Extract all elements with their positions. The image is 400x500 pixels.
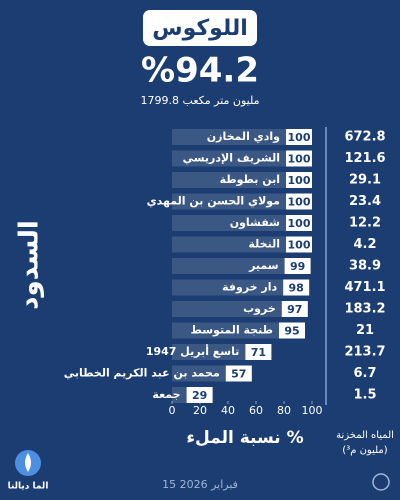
date: 15 فبراير 2026 — [162, 478, 238, 491]
value-label: 97 — [287, 303, 302, 316]
headline: %94.2 — [141, 51, 259, 91]
bar — [172, 322, 305, 339]
storage-value: 38.9 — [349, 259, 381, 274]
value-box — [286, 129, 312, 145]
bar — [172, 150, 312, 167]
storage-value: 471.1 — [344, 280, 385, 295]
category-label: النخلة — [249, 238, 280, 251]
category-label: مولاي الحسن بن المهدي — [147, 195, 280, 208]
x-tick-label: 0 — [169, 404, 176, 417]
value-label: 100 — [288, 153, 311, 166]
bar — [172, 172, 312, 188]
chart-title: اللوكوس — [152, 16, 248, 41]
value-label: 29 — [192, 389, 207, 402]
storage-value: 6.7 — [353, 366, 376, 381]
storage-value: 21 — [356, 323, 374, 338]
value-label: 95 — [284, 325, 299, 338]
value-label: 57 — [231, 368, 246, 381]
category-label: دار خروفة — [222, 281, 277, 294]
bar — [172, 236, 312, 253]
value-label: 100 — [288, 239, 311, 252]
storage-value: 183.2 — [344, 302, 385, 317]
storage-value: 23.4 — [349, 194, 381, 209]
corner-icon — [372, 473, 390, 491]
storage-header: (مليون م³) — [342, 445, 388, 456]
x-tick-label: 20 — [193, 404, 207, 417]
storage-value: 213.7 — [344, 345, 385, 360]
value-label: 100 — [288, 217, 311, 230]
category-label: جمعة — [152, 388, 180, 401]
value-label: 100 — [288, 196, 311, 209]
bar — [172, 258, 311, 274]
x-tick-label: 80 — [277, 404, 291, 417]
logo-drop — [25, 453, 31, 472]
category-label: محمد بن عبد الكريم الخطابي — [64, 367, 220, 380]
logo-text: الما ديالنا — [8, 482, 49, 492]
category-label: طنجة المتوسط — [190, 324, 273, 337]
value-box — [279, 322, 305, 339]
value-box — [286, 150, 312, 167]
storage-value: 12.2 — [349, 216, 381, 231]
bar — [172, 215, 312, 231]
bar — [172, 279, 310, 296]
storage-value: 672.8 — [344, 130, 385, 145]
value-label: 98 — [289, 282, 304, 295]
value-label: 71 — [251, 346, 266, 359]
storage-value: 29.1 — [349, 173, 381, 188]
storage-value: 1.5 — [353, 388, 376, 403]
value-label: 100 — [288, 174, 311, 187]
value-box — [284, 258, 311, 274]
side-label: السدود — [15, 220, 45, 310]
x-tick-label: 60 — [249, 404, 263, 417]
value-box — [186, 387, 213, 403]
x-tick-label: 100 — [302, 404, 323, 417]
category-label: شفشاون — [230, 216, 280, 229]
bar — [172, 129, 312, 145]
x-axis-label: نسبة الملء % — [186, 428, 303, 448]
subtitle: 1799.8 مليون متر مكعب — [141, 94, 260, 107]
category-label: سمير — [248, 259, 279, 272]
title-box — [143, 10, 257, 46]
value-box — [281, 301, 308, 317]
x-tick-label: 40 — [221, 404, 235, 417]
value-box — [286, 236, 312, 253]
storage-value: 4.2 — [353, 237, 376, 252]
value-label: 99 — [290, 260, 305, 273]
storage-header: المياه المخزنة — [336, 430, 394, 441]
value-box — [286, 215, 312, 231]
value-box — [225, 365, 252, 382]
category-label: خروب — [243, 302, 276, 315]
category-label: الشريف الإدريسي — [183, 152, 280, 165]
bar — [172, 301, 308, 317]
category-label: تاسع أبريل 1947 — [146, 344, 240, 358]
category-label: ابن بطوطة — [220, 173, 280, 186]
value-box — [286, 193, 312, 210]
value-label: 100 — [288, 131, 311, 144]
value-box — [286, 172, 312, 188]
value-box — [283, 279, 310, 296]
storage-value: 121.6 — [344, 151, 385, 166]
bar — [172, 193, 312, 210]
value-box — [245, 344, 272, 360]
category-label: وادي المخازن — [207, 130, 280, 143]
